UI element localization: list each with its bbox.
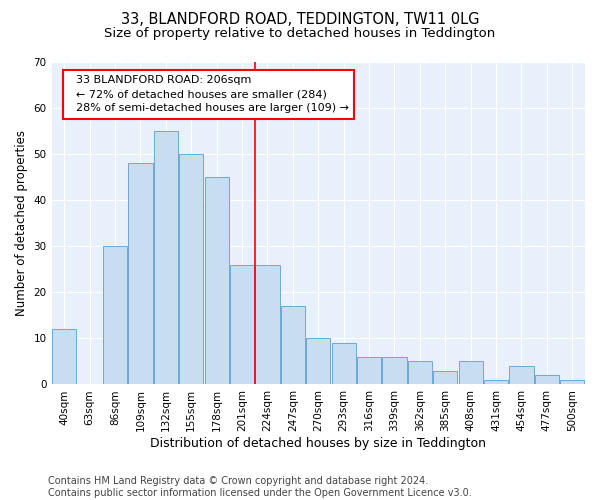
Bar (281, 306, 305, 384)
Bar (509, 366, 533, 384)
Bar (103, 246, 127, 384)
Bar (433, 370, 457, 384)
Text: Size of property relative to detached houses in Teddington: Size of property relative to detached ho… (104, 28, 496, 40)
Bar (382, 357, 407, 384)
Bar (230, 264, 254, 384)
Bar (408, 362, 432, 384)
Bar (357, 357, 381, 384)
Bar (306, 338, 331, 384)
Bar (128, 163, 152, 384)
Bar (484, 380, 508, 384)
Bar (154, 130, 178, 384)
Bar (560, 380, 584, 384)
Bar (52, 329, 76, 384)
Y-axis label: Number of detached properties: Number of detached properties (15, 130, 28, 316)
Bar (535, 375, 559, 384)
Bar (179, 154, 203, 384)
Bar (205, 177, 229, 384)
Bar (332, 343, 356, 384)
Bar (256, 264, 280, 384)
Text: 33, BLANDFORD ROAD, TEDDINGTON, TW11 0LG: 33, BLANDFORD ROAD, TEDDINGTON, TW11 0LG (121, 12, 479, 28)
X-axis label: Distribution of detached houses by size in Teddington: Distribution of detached houses by size … (150, 437, 486, 450)
Text: 33 BLANDFORD ROAD: 206sqm
  ← 72% of detached houses are smaller (284)
  28% of : 33 BLANDFORD ROAD: 206sqm ← 72% of detac… (69, 76, 349, 114)
Bar (458, 362, 483, 384)
Text: Contains HM Land Registry data © Crown copyright and database right 2024.
Contai: Contains HM Land Registry data © Crown c… (48, 476, 472, 498)
